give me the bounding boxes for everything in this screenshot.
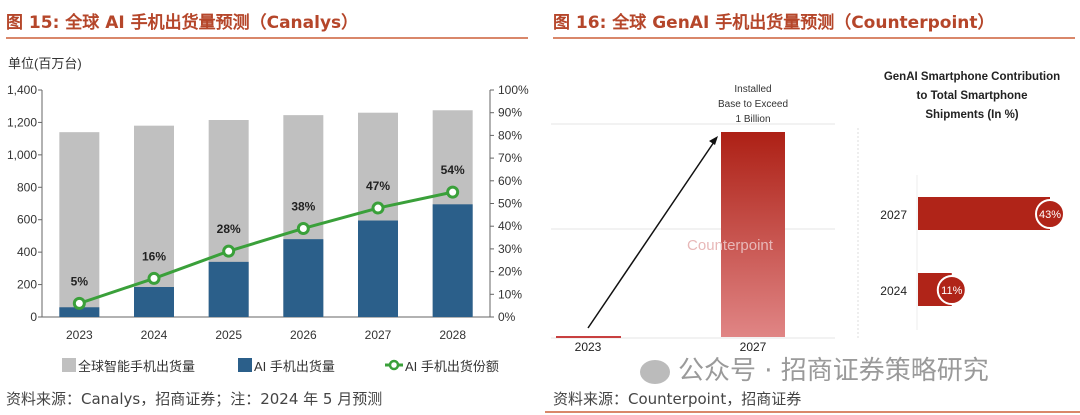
y2-tick-label: 20% bbox=[498, 265, 522, 279]
y2-tick-label: 60% bbox=[498, 174, 522, 188]
share-point bbox=[222, 244, 236, 258]
bar-ai bbox=[283, 239, 324, 317]
wechat-icon bbox=[640, 359, 670, 384]
share-label: 5% bbox=[71, 274, 89, 288]
x-tick-label: 2023 bbox=[66, 328, 93, 342]
y-tick-label: 800 bbox=[17, 180, 37, 194]
value-badge bbox=[1035, 199, 1065, 229]
right-source: 资料来源：Counterpoint，招商证券 bbox=[553, 390, 802, 408]
share-point bbox=[371, 201, 385, 215]
annotation-line: Installed bbox=[734, 84, 771, 95]
y-tick-label: 0 bbox=[30, 310, 37, 324]
share-point bbox=[296, 221, 310, 235]
left-source: 资料来源：Canalys，招商证券；注：2024 年 5 月预测 bbox=[6, 390, 383, 408]
legend-swatch bbox=[62, 358, 76, 372]
x-tick-label: 2026 bbox=[290, 328, 317, 342]
share-label: 47% bbox=[366, 179, 390, 193]
bar-total bbox=[134, 125, 174, 318]
bar-2023 bbox=[556, 336, 621, 338]
share-line bbox=[78, 190, 453, 305]
x-tick-label: 2027 bbox=[365, 328, 392, 342]
divider bbox=[545, 411, 1080, 413]
y2-tick-label: 0% bbox=[498, 310, 516, 324]
category-label: 2027 bbox=[880, 208, 907, 222]
x-tick-label: 2028 bbox=[439, 328, 466, 342]
annotation-line: 1 Billion bbox=[735, 114, 770, 125]
bar-ai bbox=[59, 307, 100, 317]
y2-tick-label: 80% bbox=[498, 128, 522, 142]
divider bbox=[6, 37, 528, 39]
legend-label: 全球智能手机出货量 bbox=[78, 359, 195, 374]
bar-ai bbox=[208, 261, 249, 317]
bar-ai bbox=[358, 220, 398, 317]
value-label: 43% bbox=[1039, 209, 1061, 221]
y-tick-label: 600 bbox=[17, 213, 37, 227]
y2-tick-label: 10% bbox=[498, 287, 522, 301]
x-tick-label: 2025 bbox=[215, 328, 242, 342]
share-label: 38% bbox=[291, 199, 315, 213]
x-tick-label: 2023 bbox=[575, 340, 602, 354]
y2-tick-label: 30% bbox=[498, 242, 522, 256]
counterpoint-watermark: Counterpoint bbox=[687, 237, 774, 254]
value-label: 11% bbox=[941, 285, 962, 297]
chart-title-line: GenAI Smartphone Contribution bbox=[884, 71, 1060, 83]
hbar bbox=[918, 197, 1050, 230]
y-tick-label: 1,200 bbox=[7, 115, 37, 129]
y2-tick-label: 70% bbox=[498, 151, 522, 165]
legend-label: AI 手机出货量 bbox=[254, 359, 335, 374]
share-label: 28% bbox=[217, 222, 241, 236]
y-tick-label: 1,000 bbox=[7, 148, 37, 162]
growth-arrow bbox=[587, 141, 715, 329]
y2-tick-label: 50% bbox=[498, 197, 522, 211]
y-tick-label: 400 bbox=[17, 245, 37, 259]
legend-marker bbox=[388, 359, 400, 371]
share-label: 54% bbox=[441, 163, 465, 177]
y-tick-label: 1,400 bbox=[7, 83, 37, 97]
divider bbox=[553, 37, 1075, 39]
legend-label: AI 手机出货份额 bbox=[405, 359, 499, 374]
share-point bbox=[72, 296, 86, 310]
bar-2027 bbox=[721, 132, 785, 337]
y-tick-label: 200 bbox=[17, 278, 37, 292]
bar-total bbox=[59, 132, 100, 317]
y2-tick-label: 100% bbox=[498, 83, 529, 97]
unit-label: 单位(百万台) bbox=[8, 56, 82, 71]
legend-swatch bbox=[238, 358, 252, 372]
watermark: 公众号 · 招商证券策略研究 bbox=[640, 357, 989, 385]
bar-ai bbox=[432, 204, 473, 317]
watermark-text: 公众号 · 招商证券策略研究 bbox=[678, 356, 989, 386]
share-point bbox=[446, 185, 460, 199]
annotation-line: Base to Exceed bbox=[718, 99, 788, 110]
share-label: 16% bbox=[142, 249, 166, 263]
category-label: 2024 bbox=[880, 284, 907, 298]
value-badge bbox=[936, 275, 967, 305]
y2-tick-label: 90% bbox=[498, 106, 522, 120]
share-point bbox=[147, 271, 161, 285]
x-tick-label: 2024 bbox=[141, 328, 168, 342]
bar-ai bbox=[134, 287, 174, 317]
y2-tick-label: 40% bbox=[498, 219, 522, 233]
x-tick-label: 2027 bbox=[740, 340, 767, 354]
arrowhead-icon bbox=[709, 136, 718, 145]
right-figure-title: 图 16: 全球 GenAI 手机出货量预测（Counterpoint） bbox=[553, 13, 995, 33]
left-figure-title: 图 15: 全球 AI 手机出货量预测（Canalys） bbox=[6, 13, 359, 33]
chart-title-line: to Total Smartphone bbox=[917, 90, 1028, 102]
chart-title-line: Shipments (In %) bbox=[925, 109, 1018, 121]
